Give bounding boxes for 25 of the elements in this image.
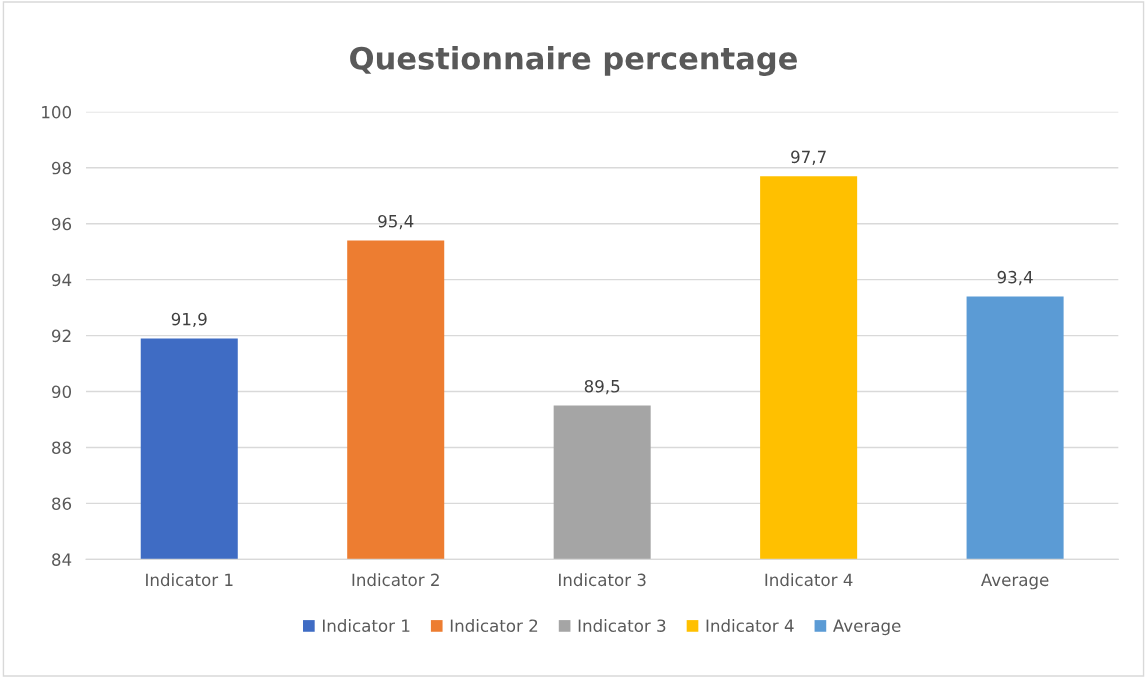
y-tick-label: 98 [51, 161, 71, 175]
data-label: 89,5 [584, 379, 620, 395]
y-tick-label: 94 [51, 273, 72, 287]
legend-label: Indicator 4 [706, 619, 794, 632]
chart-title: Questionnaire percentage [350, 46, 797, 76]
y-tick-label: 92 [51, 329, 71, 343]
x-tick-label: Indicator 2 [352, 573, 439, 587]
x-tick-label: Indicator 1 [146, 573, 233, 587]
y-tick-label: 96 [51, 217, 72, 231]
x-tick-label: Average [981, 573, 1049, 590]
data-label: 91,9 [171, 312, 207, 328]
legend-label: Indicator 1 [322, 619, 410, 632]
data-label: 97,7 [791, 150, 826, 165]
y-tick-label: 90 [51, 385, 72, 399]
legend-label: Average [833, 619, 901, 636]
data-label: 95,4 [378, 214, 414, 230]
y-tick-label: 84 [52, 553, 72, 566]
y-tick-label: 100 [42, 105, 72, 119]
y-tick-label: 86 [52, 497, 72, 510]
x-tick-label: Indicator 3 [559, 573, 646, 587]
x-tick-label: Indicator 4 [765, 573, 853, 587]
legend-label: Indicator 3 [578, 619, 666, 632]
y-tick-label: 88 [52, 441, 71, 455]
legend-label: Indicator 2 [450, 619, 538, 632]
data-label: 93,4 [997, 270, 1033, 286]
